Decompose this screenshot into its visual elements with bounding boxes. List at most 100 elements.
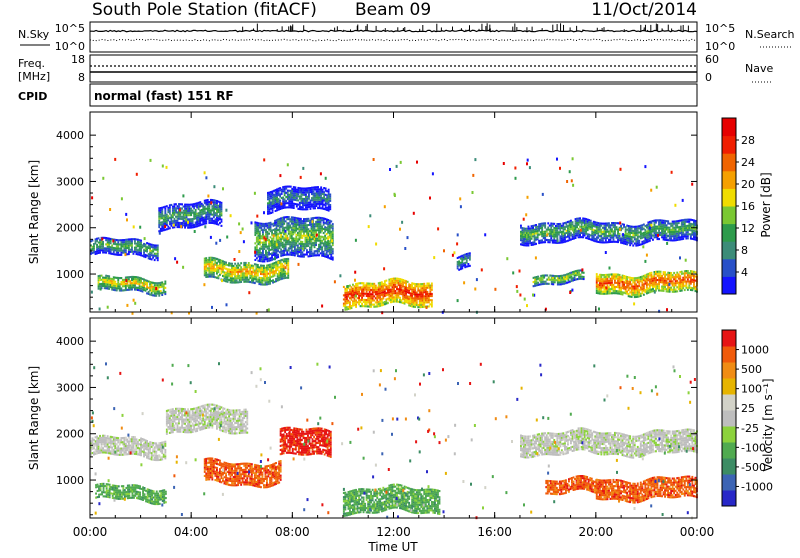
nsky-spikes: [243, 23, 689, 31]
echo-cell: [274, 275, 276, 277]
echo-cell: [687, 231, 689, 233]
echo-cell: [308, 218, 310, 220]
echo-cell: [169, 206, 171, 208]
echo-cell: [169, 209, 171, 211]
echo-cell: [469, 265, 471, 267]
echo-cell: [174, 218, 176, 220]
echo-cell: [351, 307, 353, 309]
echo-cell: [262, 250, 264, 252]
echo-cell: [678, 222, 680, 224]
echo-cell: [180, 214, 182, 216]
echo-cell: [632, 245, 634, 247]
echo-cell: [273, 237, 275, 239]
echo-cell: [614, 232, 616, 234]
echo-cell: [544, 222, 546, 224]
echo-cell: [542, 279, 544, 281]
echo-cell: [431, 285, 433, 287]
echo-cell: [282, 225, 284, 227]
echo-cell: [291, 248, 293, 250]
echo-cell: [293, 207, 295, 209]
echo-cell: [233, 265, 235, 267]
echo-cell: [619, 233, 621, 235]
echo-cell: [667, 220, 669, 222]
echo-cell: [218, 271, 220, 273]
echo-cell: [151, 284, 153, 286]
echo-cell: [682, 232, 684, 234]
echo-cell: [98, 288, 100, 290]
echo-cell: [120, 254, 122, 256]
echo-cell: [425, 289, 427, 291]
echo-cell: [407, 281, 409, 283]
echo-cell: [423, 304, 425, 306]
echo-cell: [239, 264, 241, 266]
echo-cell: [287, 262, 289, 264]
echo-cell: [366, 303, 368, 305]
echo-cell: [213, 274, 215, 276]
echo-cell: [672, 225, 674, 227]
echo-cell: [373, 304, 375, 306]
echo-cell: [373, 299, 375, 301]
echo-cell: [221, 219, 223, 221]
echo-cell: [234, 263, 236, 265]
echo-cell: [416, 300, 418, 302]
echo-cell: [117, 279, 119, 281]
echo-cell: [306, 226, 308, 228]
echo-cell: [528, 226, 530, 228]
echo-cell: [619, 284, 621, 286]
echo-cell: [583, 272, 585, 274]
echo-cell: [332, 252, 334, 254]
echo-cell: [172, 216, 174, 218]
echo-cell: [559, 223, 561, 225]
echo-cell: [221, 214, 223, 216]
echo-cell: [687, 237, 689, 239]
echo-cell: [658, 230, 660, 232]
echo-cell: [467, 263, 469, 265]
echo-cell: [170, 225, 172, 227]
echo-cell: [682, 287, 684, 289]
echo-cell: [246, 268, 248, 270]
echo-cell: [284, 190, 286, 192]
echo-cell: [205, 266, 207, 268]
echo-cell: [295, 242, 297, 244]
echo-cell: [157, 247, 159, 249]
echo-cell: [164, 208, 166, 210]
echo-cell: [330, 220, 332, 222]
echo-cell: [257, 264, 259, 266]
echo-cell: [431, 287, 433, 289]
echo-cell: [287, 192, 289, 194]
echo-cell: [175, 203, 177, 205]
echo-cell: [469, 259, 471, 261]
echo-cell: [417, 287, 419, 289]
echo-cell: [116, 289, 118, 291]
echo-cell: [664, 286, 666, 288]
echo-cell: [287, 270, 289, 272]
echo-cell: [310, 202, 312, 204]
echo-cell: [640, 295, 642, 297]
echo-cell: [431, 301, 433, 303]
echo-cell: [164, 291, 166, 293]
echo-cell: [296, 205, 298, 207]
noise-tick-bottom-right: 10^0: [705, 40, 735, 53]
echo-cell: [307, 200, 309, 202]
echo-cell: [320, 221, 322, 223]
freq-label: Freq.: [18, 57, 45, 70]
echo-cell: [262, 252, 264, 254]
echo-cell: [617, 231, 619, 233]
echo-cell: [332, 225, 334, 227]
echo-cell: [164, 283, 166, 285]
echo-cell: [366, 291, 368, 293]
echo-cell: [687, 289, 689, 291]
echo-cell: [548, 277, 550, 279]
cpid-panel: CPID normal (fast) 151 RF: [18, 84, 697, 106]
echo-cell: [288, 216, 290, 218]
echo-cell: [544, 233, 546, 235]
echo-cell: [614, 288, 616, 290]
echo-cell: [550, 227, 552, 229]
echo-cell: [190, 214, 192, 216]
echo-cell: [658, 285, 660, 287]
echo-cell: [237, 273, 239, 275]
echo-cell: [265, 244, 267, 246]
echo-cell: [128, 253, 130, 255]
echo-cell: [307, 208, 309, 210]
echo-cell: [146, 284, 148, 286]
